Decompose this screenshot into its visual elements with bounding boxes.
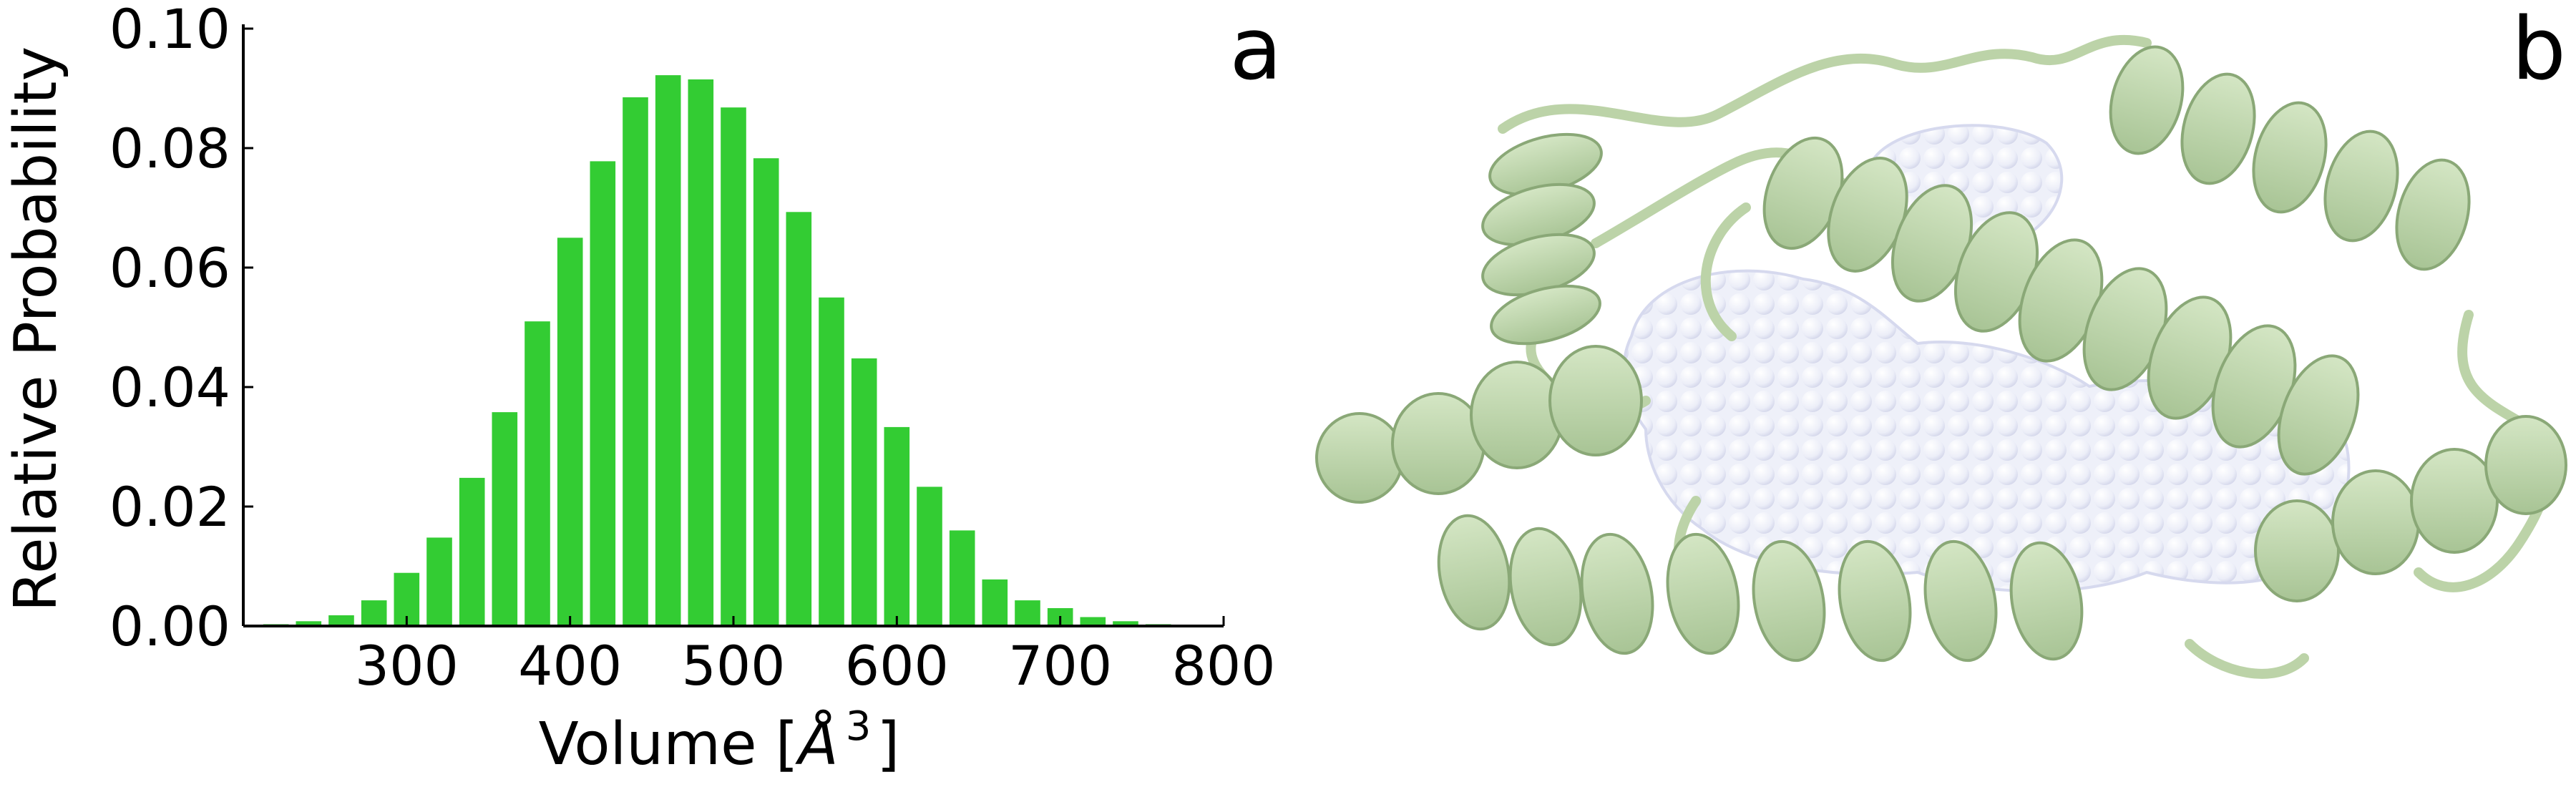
histogram-bar	[786, 212, 812, 626]
panel-label-b: b	[2512, 0, 2566, 99]
panel-label-a: a	[1229, 0, 1282, 99]
histogram-bar	[721, 107, 746, 626]
x-axis-label-power: 3	[846, 703, 872, 750]
helix-upper-right	[2109, 45, 2471, 271]
y-tick-label: 0.10	[109, 0, 230, 61]
histogram-bar	[296, 621, 322, 626]
panel-b-protein-structure: b	[1315, 0, 2567, 679]
histogram-bar	[525, 321, 550, 626]
histogram-bar	[917, 487, 942, 626]
x-axis-label-symbol: Å	[795, 710, 839, 778]
helix-lower-right	[2254, 415, 2567, 602]
histogram-bar	[753, 158, 779, 626]
histogram-bar	[590, 161, 616, 626]
x-tick-label: 700	[1008, 634, 1112, 698]
histogram-bar	[459, 477, 485, 626]
x-tick-label: 400	[518, 634, 622, 698]
x-axis-label-prefix: Volume [	[539, 710, 799, 778]
y-axis-ticks: 0.00 0.02 0.04 0.06 0.08 0.10	[109, 0, 253, 658]
helix-top-left	[1481, 132, 1603, 346]
y-axis-label: Relative Probability	[2, 47, 70, 612]
histogram-bar	[949, 530, 975, 626]
x-tick-label: 500	[681, 634, 785, 698]
helix-upper-middle	[1762, 136, 2360, 476]
histogram-bar	[819, 297, 844, 626]
histogram-bar	[982, 579, 1008, 626]
protein-helices	[1315, 45, 2567, 663]
y-tick-label: 0.04	[109, 356, 230, 419]
x-tick-label: 800	[1171, 634, 1275, 698]
histogram-bar	[328, 615, 354, 626]
histogram-bar	[884, 426, 910, 626]
histogram-bar	[623, 97, 648, 626]
histogram-bar	[492, 412, 518, 626]
histogram-bar	[426, 537, 452, 626]
histogram-bar	[1080, 617, 1106, 626]
histogram-bars	[263, 75, 1204, 627]
y-tick-label: 0.08	[109, 117, 230, 180]
histogram-bar	[655, 75, 681, 627]
y-tick-label: 0.02	[109, 475, 230, 539]
y-tick-label: 0.00	[109, 595, 230, 658]
x-axis-label: Volume [Å 3]	[539, 703, 900, 778]
histogram-bar	[361, 600, 387, 626]
x-tick-label: 300	[355, 634, 459, 698]
histogram-bar	[688, 79, 714, 626]
helix-bottom	[1437, 514, 2084, 663]
histogram-bar	[557, 238, 583, 627]
histogram-bar	[1113, 621, 1138, 626]
x-tick-label: 600	[845, 634, 949, 698]
helix-middle-left	[1315, 345, 1643, 504]
panel-a-histogram: 300 400 500 600 700 800 0.000.020.040.060.080…	[2, 0, 1282, 778]
histogram-bar	[1015, 600, 1040, 626]
x-axis-ticks: 300 400 500 600 700 800	[355, 616, 1276, 698]
histogram-bar	[851, 358, 877, 626]
y-tick-label: 0.06	[109, 236, 230, 300]
x-axis-label-suffix: ]	[877, 710, 899, 778]
